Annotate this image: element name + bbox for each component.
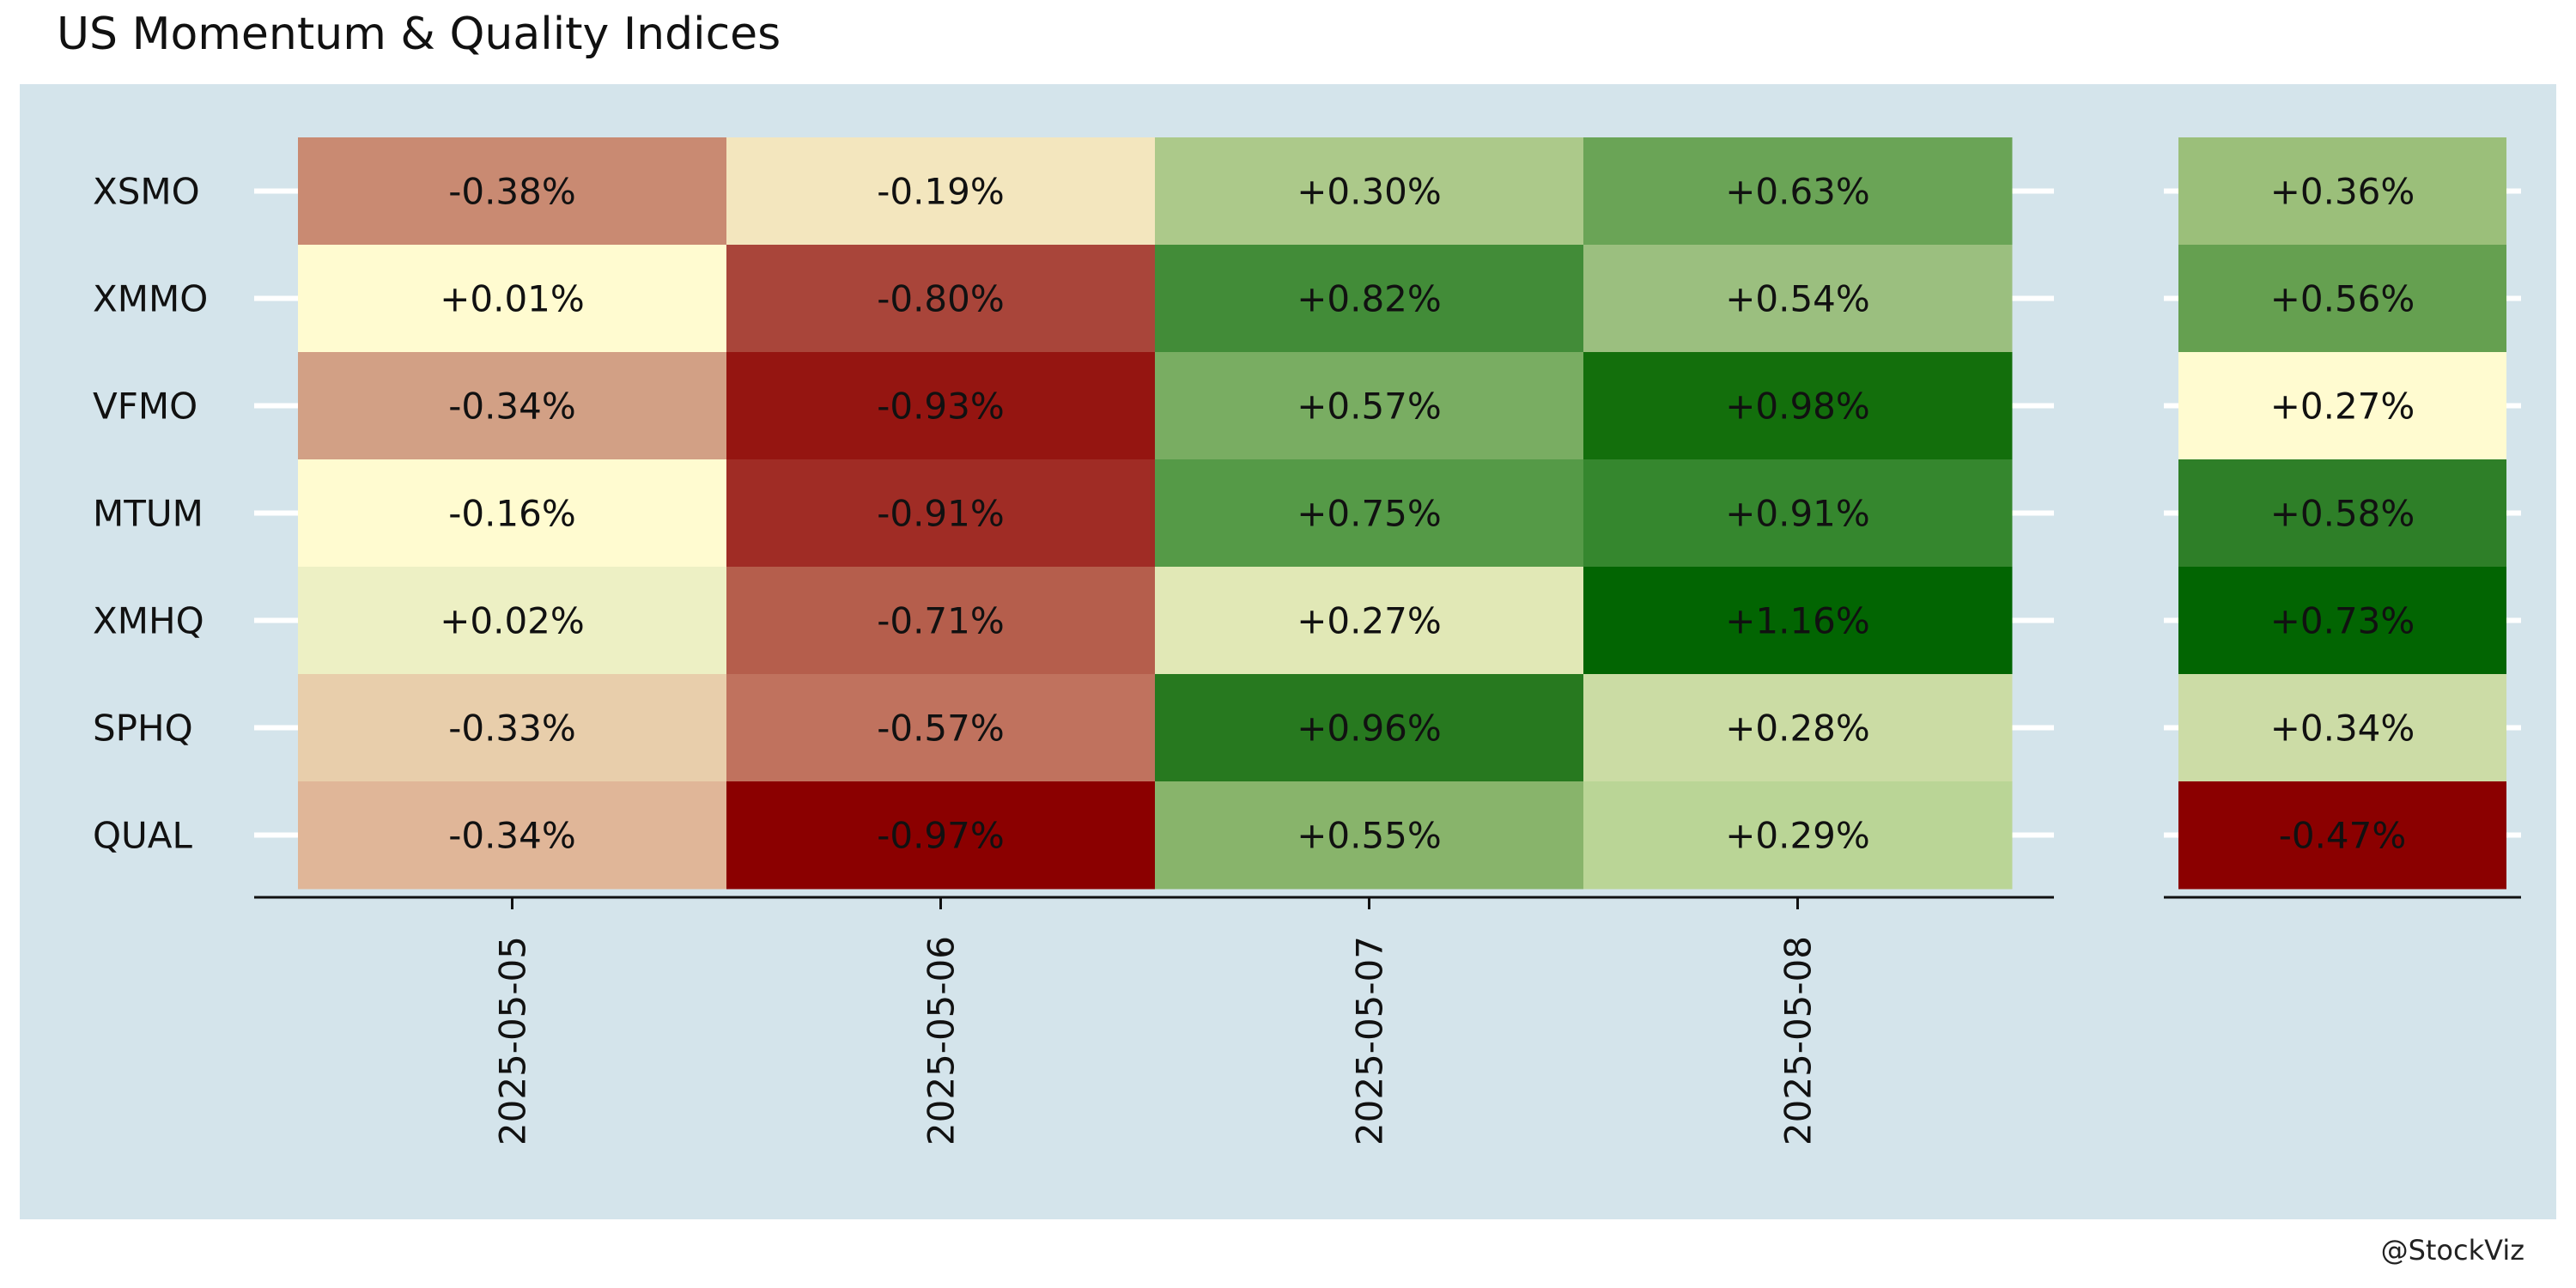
row-label: SPHQ: [93, 708, 193, 750]
cell-value-label: +0.28%: [1725, 708, 1870, 750]
heatmap-cell: [1583, 352, 2013, 460]
cell-value-label: +0.55%: [1297, 815, 1442, 857]
heatmap-cell: [726, 674, 1156, 782]
heatmap-cell: [1155, 245, 1584, 353]
cell-value-label: +0.91%: [1725, 493, 1870, 535]
cell-value-label: +0.30%: [1297, 171, 1442, 213]
heatmap-cell: [1155, 137, 1584, 246]
cell-value-label: +0.82%: [1297, 278, 1442, 320]
row-label: XMMO: [93, 278, 208, 320]
main-heatmap: -0.38% -0.19% +0.30% +0.63% XSMO +0.01% -0.80%…: [93, 137, 2054, 1145]
summary-heatmap: +0.36% +0.56% +0.27% +0.58% +0.73% +0.34% -0.4…: [2164, 137, 2521, 899]
heatmap-cell: [726, 567, 1156, 675]
cell-value-label: -0.38%: [448, 171, 576, 213]
summary-value-label: +0.56%: [2270, 278, 2415, 320]
cell-value-label: -0.80%: [877, 278, 1005, 320]
x-tick-label: 2025-05-08: [1777, 936, 1820, 1145]
cell-value-label: +0.02%: [440, 600, 585, 642]
heatmap-cell: [726, 137, 1156, 246]
heatmap-cell: [1583, 459, 2013, 568]
heatmap-cell: [1155, 352, 1584, 460]
cell-value-label: +0.29%: [1725, 815, 1870, 857]
summary-value-label: -0.47%: [2279, 815, 2407, 857]
heatmap-cell: [1155, 674, 1584, 782]
heatmap-cell: [726, 352, 1156, 460]
summary-value-label: +0.27%: [2270, 386, 2415, 428]
heatmap-cell: [726, 245, 1156, 353]
summary-cell: [2178, 567, 2506, 675]
cell-value-label: -0.34%: [448, 386, 576, 428]
summary-value-label: +0.34%: [2270, 708, 2415, 750]
cell-value-label: +0.57%: [1297, 386, 1442, 428]
x-tick-label: 2025-05-06: [920, 936, 963, 1145]
heatmap-cell: [298, 352, 727, 460]
heatmap-cell: [1583, 567, 2013, 675]
summary-value-label: +0.73%: [2270, 600, 2415, 642]
heatmap-cell: [298, 567, 727, 675]
cell-value-label: -0.71%: [877, 600, 1005, 642]
heatmap-cell: [298, 137, 727, 246]
cell-value-label: -0.33%: [448, 708, 576, 750]
heatmap-cell: [726, 459, 1156, 568]
heatmap-cell: [726, 781, 1156, 890]
chart-title: US Momentum & Quality Indices: [57, 9, 781, 60]
cell-value-label: -0.34%: [448, 815, 576, 857]
summary-cell: [2178, 459, 2506, 568]
cell-value-label: +0.01%: [440, 278, 585, 320]
summary-cell: [2178, 352, 2506, 460]
row-label: QUAL: [93, 815, 193, 857]
cell-value-label: +0.75%: [1297, 493, 1442, 535]
cell-value-label: +0.54%: [1725, 278, 1870, 320]
summary-cell: [2178, 137, 2506, 246]
heatmap-cell: [1155, 781, 1584, 890]
summary-value-label: +0.36%: [2270, 171, 2415, 213]
row-label: MTUM: [93, 493, 204, 535]
row-label: VFMO: [93, 386, 197, 428]
cell-value-label: -0.57%: [877, 708, 1005, 750]
cell-value-label: -0.19%: [877, 171, 1005, 213]
x-tick-label: 2025-05-07: [1349, 936, 1391, 1145]
credit-label: @StockViz: [2381, 1234, 2524, 1267]
summary-value-label: +0.58%: [2270, 493, 2415, 535]
heatmap-cell: [298, 245, 727, 353]
heatmap-cell: [1583, 781, 2013, 890]
heatmap-cell: [1583, 674, 2013, 782]
cell-value-label: +0.98%: [1725, 386, 1870, 428]
x-tick-label: 2025-05-05: [492, 936, 534, 1145]
cell-value-label: +1.16%: [1725, 600, 1870, 642]
summary-cell: [2178, 781, 2506, 890]
heatmap-cell: [1583, 137, 2013, 246]
row-label: XMHQ: [93, 600, 204, 642]
cell-value-label: +0.63%: [1725, 171, 1870, 213]
cell-value-label: -0.97%: [877, 815, 1005, 857]
heatmap-cell: [1155, 459, 1584, 568]
summary-cell: [2178, 245, 2506, 353]
heatmap-cell: [298, 781, 727, 890]
cell-value-label: -0.91%: [877, 493, 1005, 535]
cell-value-label: -0.16%: [448, 493, 576, 535]
cell-value-label: -0.93%: [877, 386, 1005, 428]
cell-value-label: +0.96%: [1297, 708, 1442, 750]
heatmap-cell: [298, 674, 727, 782]
row-label: XSMO: [93, 171, 200, 213]
heatmap-cell: [1155, 567, 1584, 675]
cell-value-label: +0.27%: [1297, 600, 1442, 642]
summary-cell: [2178, 674, 2506, 782]
heatmap-cell: [298, 459, 727, 568]
heatmap-cell: [1583, 245, 2013, 353]
